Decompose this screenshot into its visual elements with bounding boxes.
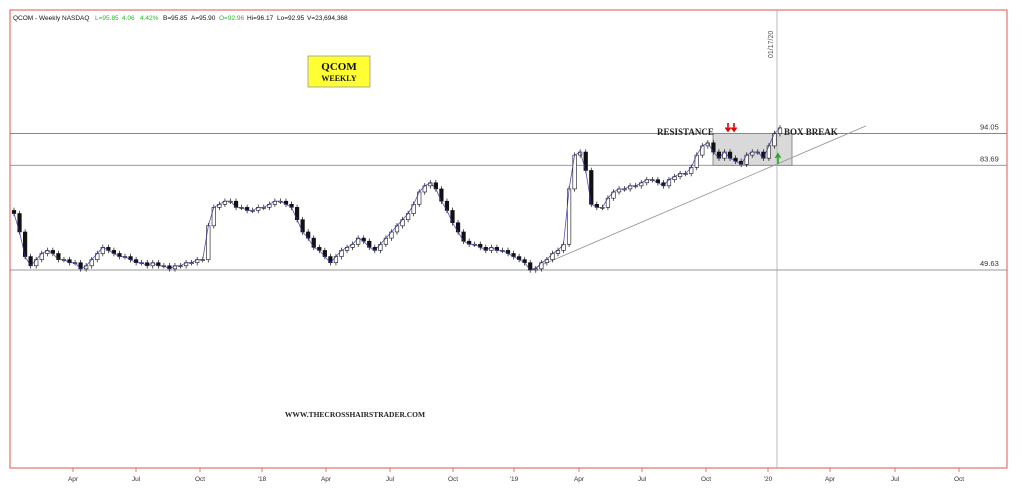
- candle-body: [206, 225, 211, 260]
- close-line: [13, 127, 781, 271]
- x-tick-label: Jul: [891, 476, 900, 483]
- header-low: Lo=92.95: [277, 15, 305, 22]
- header-change-pct: 4.42%: [140, 15, 159, 22]
- box-break-label: BOX BREAK: [784, 127, 838, 137]
- date-marker-label: 01/17/20: [768, 31, 775, 58]
- x-tick-label: '18: [258, 476, 267, 483]
- resistance-label: RESISTANCE: [657, 127, 714, 137]
- x-tick-label: Jul: [638, 476, 647, 483]
- header-ask: A=95.90: [191, 15, 216, 22]
- header-title: QCOM - Weekly NASDAQ: [13, 15, 89, 22]
- x-tick-label: Oct: [195, 476, 205, 483]
- x-tick-label: Oct: [701, 476, 711, 483]
- x-tick-label: '19: [510, 476, 519, 483]
- header-change: 4.06: [122, 15, 135, 22]
- x-tick-label: Oct: [448, 476, 458, 483]
- x-tick-label: Jul: [132, 476, 141, 483]
- label-box-line1: QCOM: [321, 61, 357, 73]
- header-high: Hi=96.17: [247, 15, 274, 22]
- header-last: L=95.85: [95, 15, 119, 22]
- x-tick-label: Jul: [386, 476, 395, 483]
- trendline: [529, 125, 867, 271]
- candle-body: [566, 188, 572, 245]
- down-arrows-icon: [724, 123, 738, 133]
- x-tick-label: '20: [764, 476, 773, 483]
- plot-frame: [9, 9, 1008, 469]
- header-volume: V=23,694,368: [307, 15, 348, 22]
- up-arrow-icon: [774, 152, 782, 164]
- price-level-label: 49.63: [980, 259, 999, 268]
- candle-body: [450, 210, 455, 224]
- x-tick-label: Apr: [825, 476, 836, 483]
- price-level-label: 94.05: [980, 122, 999, 131]
- x-tick-label: Apr: [574, 476, 585, 483]
- candle-body: [444, 200, 450, 211]
- candle-body: [572, 154, 577, 190]
- x-tick-label: Oct: [954, 476, 964, 483]
- price-level-label: 83.69: [980, 154, 999, 163]
- watermark: WWW.THECROSSHAIRSTRADER.COM: [285, 410, 425, 419]
- trendline-group: [529, 125, 867, 271]
- price-levels: 94.05 83.69 49.63: [10, 122, 1007, 271]
- candle-body: [411, 203, 416, 214]
- candle-body: [589, 170, 594, 205]
- header-bid: B=95.85: [163, 15, 188, 22]
- candle-body: [17, 213, 22, 233]
- candle-body: [11, 210, 17, 214]
- candle-body: [777, 127, 783, 134]
- candles: [11, 125, 783, 273]
- x-tick-label: Apr: [68, 476, 79, 483]
- candle-body: [23, 231, 28, 257]
- x-tick-label: Apr: [321, 476, 332, 483]
- label-box-line2: WEEKLY: [321, 74, 356, 83]
- header-open: O=92.96: [219, 15, 245, 22]
- x-axis-ticks: Apr Jul Oct '18 Apr Jul Oct '19 Apr Jul Oct '20 Apr J…: [68, 468, 964, 483]
- label-box: [307, 55, 371, 88]
